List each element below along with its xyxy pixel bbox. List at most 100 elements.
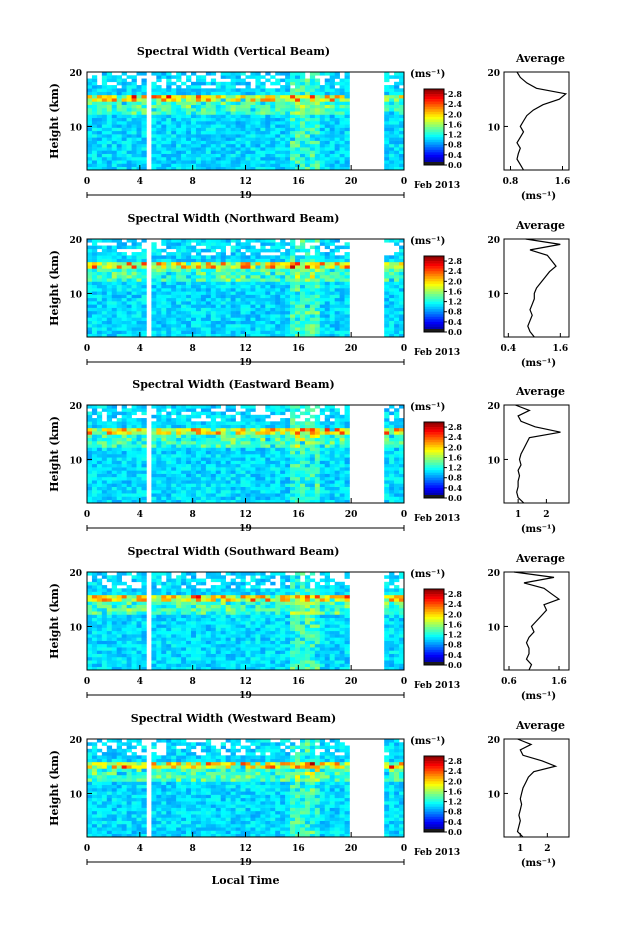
y-tick-label: 10 (69, 123, 82, 133)
heatmap-cell (230, 408, 236, 412)
heatmap-cell (186, 483, 192, 487)
heatmap-cell (265, 291, 271, 295)
heatmap-cell (309, 480, 316, 484)
heatmap-cell (384, 261, 390, 266)
heatmap-cell (176, 333, 182, 338)
heatmap-cell (186, 444, 192, 448)
heatmap-cell (176, 486, 182, 491)
heatmap-cell (245, 274, 251, 279)
heatmap-cell (339, 88, 345, 92)
heatmap-cell (235, 320, 241, 325)
heatmap-cell (235, 278, 241, 282)
heatmap-cell (225, 437, 231, 442)
heatmap-cell (141, 470, 147, 474)
heatmap-cell (319, 493, 326, 497)
heatmap-cell (334, 160, 340, 164)
heatmap-cell (285, 248, 291, 253)
heatmap-cell (156, 104, 162, 109)
heatmap-cell (290, 486, 296, 491)
heatmap-cell (166, 153, 172, 158)
heatmap-cell (389, 483, 395, 487)
heatmap-cell (235, 91, 241, 96)
heatmap-cell (270, 274, 276, 279)
heatmap-cell (205, 281, 212, 286)
heatmap-cell (166, 463, 172, 468)
heatmap-cell (186, 242, 192, 246)
heatmap-cell (384, 150, 390, 154)
heatmap-cell (295, 248, 301, 253)
heatmap-cell (121, 111, 127, 115)
heatmap-cell (255, 424, 261, 429)
heatmap-cell (324, 463, 330, 468)
heatmap-cell (344, 107, 350, 112)
heatmap-cell (151, 163, 157, 168)
heatmap-cell (240, 107, 246, 112)
heatmap-cell (151, 323, 157, 328)
heatmap-cell (235, 111, 241, 115)
heatmap-cell (304, 454, 311, 458)
heatmap-cell (121, 271, 127, 276)
heatmap-cell (91, 288, 98, 292)
heatmap-cell (295, 127, 301, 132)
heatmap-cell (260, 111, 266, 115)
heatmap-cell (205, 121, 212, 125)
heatmap-cell (176, 85, 182, 89)
heatmap-cell (275, 94, 281, 99)
heatmap-cell (176, 94, 182, 99)
heatmap-cell (240, 143, 246, 148)
heatmap-cell (161, 156, 167, 161)
heatmap-cell (176, 327, 182, 331)
heatmap-cell (230, 499, 236, 504)
heatmap-cell (96, 499, 103, 504)
heatmap-cell (111, 156, 118, 161)
heatmap-cell (106, 411, 113, 416)
heatmap-cell (225, 281, 231, 286)
heatmap-cell (270, 258, 276, 263)
heatmap-cell (324, 91, 330, 96)
heatmap-cell (329, 496, 335, 501)
heatmap-cell (126, 107, 132, 112)
heatmap-cell (240, 78, 246, 83)
heatmap-cell (205, 288, 212, 292)
heatmap-cell (101, 163, 108, 168)
heatmap-cell (299, 130, 306, 135)
heatmap-cell (399, 297, 405, 302)
heatmap-cell (280, 499, 286, 504)
heatmap-cell (215, 301, 222, 305)
heatmap-cell (324, 473, 330, 478)
heatmap-cell (260, 284, 266, 289)
heatmap-cell (176, 281, 182, 286)
heatmap-cell (265, 239, 271, 243)
heatmap-cell (171, 124, 177, 128)
heatmap-cell (136, 418, 142, 422)
heatmap-cell (191, 480, 197, 484)
heatmap-cell (195, 268, 202, 272)
heatmap-cell (329, 450, 335, 455)
heatmap-cell (91, 245, 98, 250)
heatmap-cell (250, 323, 256, 328)
heatmap-cell (399, 268, 405, 272)
heatmap-cell (275, 457, 281, 461)
heatmap-cell (230, 114, 236, 119)
heatmap-cell (176, 476, 182, 481)
heatmap-cell (141, 284, 147, 289)
heatmap-cell (324, 245, 330, 250)
heatmap-cell (205, 440, 212, 445)
heatmap-cell (319, 330, 326, 335)
heatmap-cell (230, 405, 236, 409)
heatmap-cell (200, 124, 207, 128)
heatmap-cell (344, 411, 350, 416)
heatmap-cell (339, 117, 345, 122)
heatmap-cell (275, 431, 281, 435)
heatmap-cell (314, 72, 321, 76)
heatmap-cell (151, 88, 157, 92)
heatmap-cell (101, 255, 108, 259)
heatmap-cell (250, 444, 256, 448)
heatmap-cell (260, 434, 266, 438)
heatmap-cell (250, 284, 256, 289)
heatmap-cell (250, 117, 256, 122)
colorbar-step (424, 427, 444, 430)
heatmap-cell (329, 294, 335, 299)
heatmap-cell (195, 297, 202, 302)
heatmap-cell (290, 150, 296, 154)
